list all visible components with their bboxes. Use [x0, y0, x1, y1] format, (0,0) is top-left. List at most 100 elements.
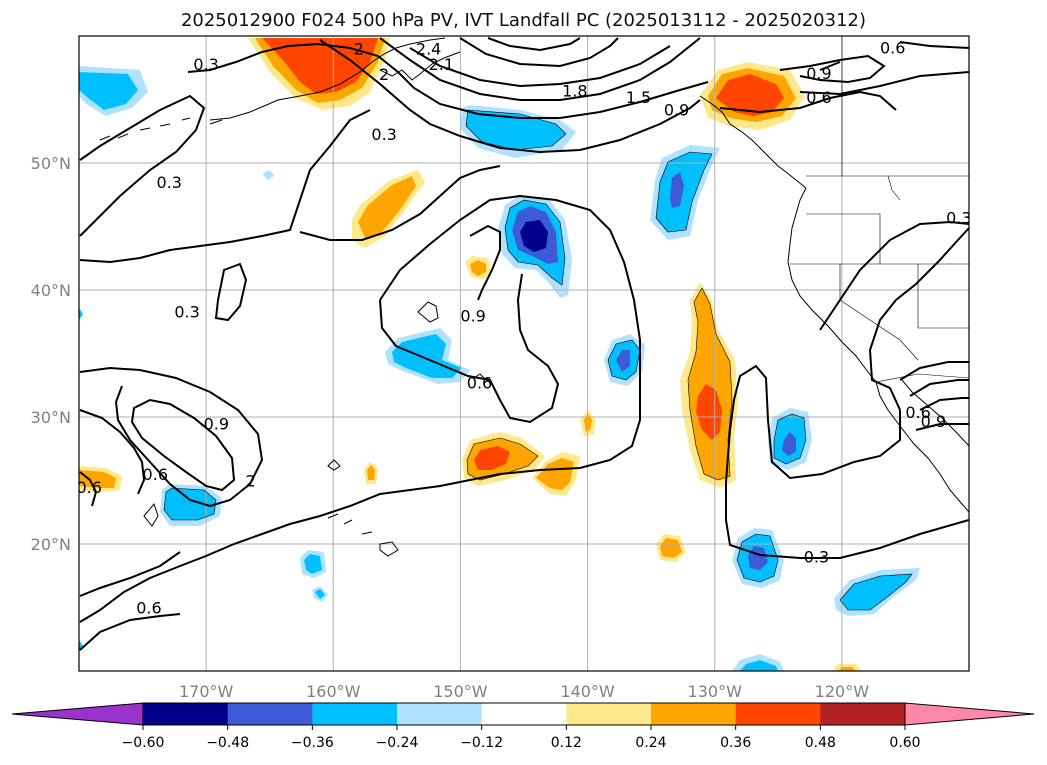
pv-contour [79, 409, 146, 495]
baja-coast [875, 381, 969, 513]
latitude-tick-label: 20°N [31, 535, 71, 554]
pv-shade-medium-blue [670, 172, 684, 208]
latitude-tick-label: 50°N [31, 154, 71, 173]
shading-outline-line [163, 487, 217, 521]
shading-outline [163, 109, 913, 611]
small-island [143, 502, 159, 527]
pv-contour [459, 37, 619, 68]
longitude-tick-label: 140°W [560, 682, 615, 701]
pv-shade-orange [367, 465, 375, 480]
pv-shade-blue [79, 308, 83, 320]
pv-contour [79, 366, 264, 508]
pv-shade-medium-blue [616, 350, 630, 372]
pv-shade-blue [79, 72, 138, 110]
pv-contour [719, 90, 897, 114]
pv-shade-orange [358, 176, 416, 240]
pv-shade-red-orange [716, 74, 784, 116]
contour-label: 0.3 [157, 173, 182, 192]
contour-label: 1.5 [626, 88, 651, 107]
us-west-coast [787, 187, 877, 383]
pv-shade-blue [164, 488, 216, 520]
colorbar-bin [397, 703, 483, 725]
contour-label: 0.6 [880, 38, 905, 57]
pv-shade-blue [740, 660, 778, 671]
contour-label: 0.3 [804, 548, 829, 567]
contour-labels: 2.42.11.8 1.50.9220.30.30.30.30.60.90.60.… [76, 38, 969, 617]
contour-label: 2 [379, 65, 389, 84]
contour-label: 0.9 [806, 64, 831, 83]
pv-contour [214, 262, 248, 322]
colorbar-tick-label: 0.60 [889, 735, 920, 751]
contour-label: 2 [246, 472, 256, 491]
pv-contour [779, 54, 886, 84]
longitude-tick-label: 150°W [433, 682, 488, 701]
contour-label: 0.6 [806, 88, 831, 107]
colorbar-bin [481, 703, 567, 725]
pv-contour [799, 71, 969, 96]
colorbar-bin [227, 703, 313, 725]
mexico-border [875, 373, 969, 383]
alaska-coast [209, 37, 446, 121]
pv-shade-dark-blue [520, 220, 548, 252]
bc-coast [699, 95, 807, 189]
latitude-tick-label: 40°N [31, 281, 71, 300]
colorbar-bin [735, 703, 821, 725]
latitude-tick-label: 30°N [31, 408, 71, 427]
pv-shade-medium-blue [782, 432, 796, 456]
pv-contour [469, 224, 501, 301]
contour-label: 0.6 [467, 374, 492, 393]
contour-label: 0.3 [193, 55, 218, 74]
pv-shade-orange [838, 667, 856, 671]
pv-shade-orange [688, 288, 732, 480]
pv-contour [487, 37, 581, 52]
pv-contour [379, 273, 560, 424]
colorbar: −0.60 −0.48 −0.36 −0.24 −0.12 0.12 0.24 0.36 0.4… [11, 702, 1035, 751]
pv-shade-red-orange [696, 384, 722, 440]
pv-shade-blue [315, 589, 325, 599]
shading-outline-line [466, 437, 539, 481]
pv-contour [130, 398, 236, 492]
plot-area: 2.42.11.8 1.50.9220.30.30.30.30.60.90.60.… [76, 35, 970, 672]
colorbar-extend-max [904, 702, 1035, 726]
contour-label: 0.6 [905, 403, 930, 422]
contour-label: 0.6 [76, 478, 101, 497]
shading-outline-line [736, 533, 779, 583]
contour-label: 0.9 [460, 306, 485, 325]
pv-contour [819, 61, 841, 71]
longitude-tick-label: 170°W [179, 682, 234, 701]
baja-coast-east [901, 379, 969, 447]
contour-label: 0.9 [204, 414, 229, 433]
small-island [327, 459, 341, 471]
colorbar-tick-label: −0.24 [376, 735, 419, 751]
pv-contour [79, 471, 98, 507]
pv-shade-red-orange [262, 38, 378, 94]
longitude-tick-label: 120°W [815, 682, 870, 701]
contour-label: 0.3 [371, 125, 396, 144]
state-border [917, 264, 969, 329]
shading-outline-line [655, 151, 713, 233]
colorbar-tick-label: 0.12 [551, 735, 582, 751]
pv-contour [409, 45, 671, 88]
pv-shade-blue [656, 152, 712, 232]
colorbar-bin [820, 703, 906, 725]
pv-contour [819, 220, 969, 331]
pv-shade-light-blue [262, 170, 274, 180]
pv-shade-orange [660, 538, 682, 558]
hawaiian-islands [327, 513, 399, 557]
colorbar-frame [142, 702, 906, 726]
pv-shade-blue [304, 554, 322, 574]
plot-frame [78, 35, 970, 672]
pv-contour [79, 551, 181, 597]
shading-outline-line [607, 339, 641, 381]
pv-shade-orange [536, 458, 574, 490]
pv-contour [919, 397, 969, 411]
pv-contour [899, 41, 969, 49]
pv-contour [899, 361, 969, 381]
pv-contour [187, 42, 709, 119]
contour-label: 0.9 [664, 101, 689, 120]
shading-outline-line [839, 573, 913, 611]
colorbar-tick-label: 0.24 [635, 735, 666, 751]
colorbar-bin [143, 703, 229, 725]
contour-label: 0.3 [174, 303, 199, 322]
